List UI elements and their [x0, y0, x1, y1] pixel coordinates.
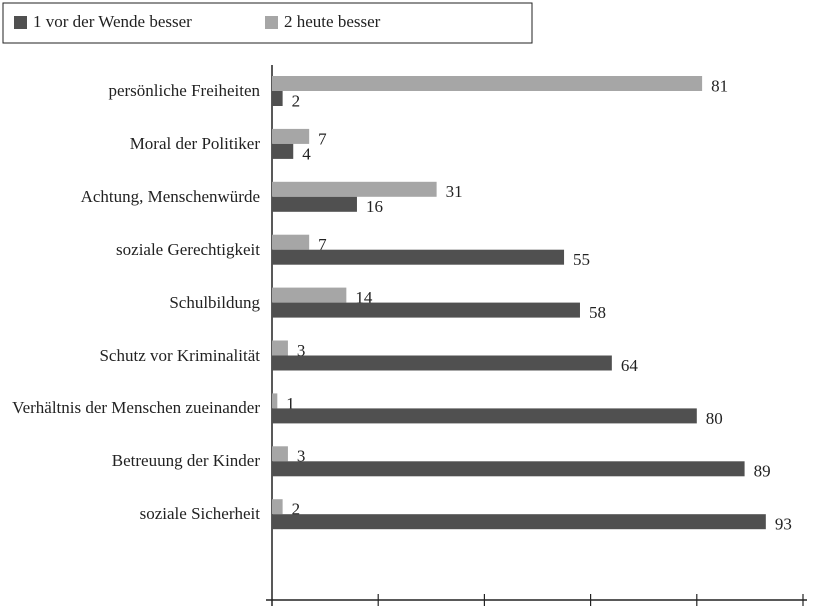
- bar: [272, 461, 745, 477]
- value-label: 7: [318, 235, 327, 254]
- category-label: Achtung, Menschenwürde: [80, 186, 260, 206]
- bar: [272, 196, 357, 212]
- legend-swatch: [265, 16, 278, 29]
- bar: [272, 128, 310, 144]
- category-label: soziale Sicherheit: [139, 504, 260, 524]
- legend-label: 2 heute besser: [284, 12, 381, 31]
- bar: [272, 302, 580, 318]
- bar: [272, 234, 310, 250]
- bar: [272, 340, 288, 356]
- value-label: 14: [355, 288, 373, 307]
- value-label: 81: [711, 76, 728, 95]
- bar: [272, 514, 766, 530]
- value-label: 93: [775, 515, 792, 534]
- category-label: Betreuung der Kinder: [111, 451, 260, 471]
- value-label: 4: [302, 144, 311, 163]
- value-label: 1: [286, 394, 295, 413]
- category-label: persönliche Freiheiten: [108, 81, 260, 100]
- value-label: 16: [366, 197, 383, 216]
- value-label: 89: [754, 462, 771, 481]
- bar: [272, 393, 278, 409]
- value-label: 55: [573, 250, 590, 269]
- legend-box: [2, 2, 533, 44]
- legend-swatch: [14, 16, 27, 29]
- category-label: Moral der Politiker: [129, 133, 260, 153]
- value-label: 3: [297, 447, 306, 466]
- value-label: 2: [292, 91, 301, 110]
- value-label: 3: [297, 341, 306, 360]
- category-label: Schulbildung: [169, 292, 260, 312]
- category-label: Schutz vor Kriminalität: [99, 345, 260, 365]
- bar: [272, 181, 437, 197]
- value-label: 64: [621, 356, 639, 375]
- bar: [272, 408, 697, 424]
- value-label: 7: [318, 129, 327, 148]
- value-label: 2: [292, 500, 301, 519]
- legend-label: 1 vor der Wende besser: [33, 12, 192, 31]
- bar: [272, 143, 294, 159]
- value-label: 80: [706, 409, 723, 428]
- value-label: 58: [589, 303, 606, 322]
- value-label: 31: [446, 182, 463, 201]
- bar: [272, 76, 703, 91]
- bar: [272, 355, 612, 371]
- category-label: Verhältnis der Menschen zueinander: [12, 398, 260, 418]
- bar: [272, 91, 283, 106]
- bar: [272, 499, 283, 515]
- bar: [272, 287, 347, 303]
- bar: [272, 446, 288, 462]
- category-label: soziale Gerechtigkeit: [116, 239, 260, 259]
- bar: [272, 249, 565, 265]
